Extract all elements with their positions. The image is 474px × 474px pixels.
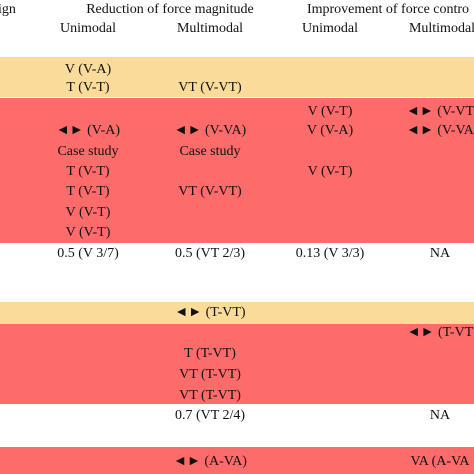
table-cell: T (V-T) xyxy=(66,164,110,179)
table-cell: VT (T-VT) xyxy=(179,367,241,382)
row-band xyxy=(0,302,474,324)
table-cell: ◄► (T-VT xyxy=(406,325,474,340)
table-cell: NA xyxy=(429,408,451,423)
table-cell: T (V-T) xyxy=(66,80,110,95)
table-cell: V (V-A) xyxy=(64,62,112,77)
table-cell: 0.13 (V 3/3) xyxy=(295,246,365,261)
table-cell: V (V-T) xyxy=(65,205,111,220)
row-band xyxy=(0,57,474,97)
column-header: ign xyxy=(0,2,16,17)
table-cell: T (V-T) xyxy=(66,184,110,199)
row-band xyxy=(0,98,474,243)
table-cell: 0.7 (VT 2/4) xyxy=(174,408,246,423)
table-cell: V (V-T) xyxy=(307,104,353,119)
table-cell: NA xyxy=(429,246,451,261)
table-cell: VA (A-VA xyxy=(410,454,470,469)
table-cell: VT (V-VT) xyxy=(178,184,242,199)
table-cell: V (V-T) xyxy=(307,164,353,179)
group-header: Reduction of force magnitude xyxy=(86,2,254,17)
table-cell: ◄► (V-VT xyxy=(405,104,474,119)
subheader: Multimodal xyxy=(176,21,244,36)
table-cell: Case study xyxy=(179,144,241,159)
table-cell: VT (T-VT) xyxy=(179,388,241,403)
table-cell: ◄► (A-VA) xyxy=(173,454,247,469)
table-cell: 0.5 (V 3/7) xyxy=(57,246,119,261)
table-cell: ◄► (T-VT) xyxy=(174,305,246,320)
table-cell: 0.5 (VT 2/3) xyxy=(174,246,246,261)
table-cell: Case study xyxy=(57,144,119,159)
subheader: Multimodal xyxy=(408,21,474,36)
table-cell: ◄► (V-A) xyxy=(55,123,121,138)
table-cell: ◄► (V-VA xyxy=(406,123,474,138)
row-band xyxy=(0,447,474,474)
subheader: Unimodal xyxy=(302,21,358,36)
table-cell: V (V-A) xyxy=(306,123,354,138)
row-band xyxy=(0,324,474,404)
subheader: Unimodal xyxy=(60,21,116,36)
table-cell: ◄► (V-VA) xyxy=(173,123,247,138)
table-cell: V (V-T) xyxy=(65,225,111,240)
group-header: Improvement of force contro xyxy=(306,2,470,17)
table-cell: VT (V-VT) xyxy=(178,80,242,95)
table-cell: T (T-VT) xyxy=(184,346,236,361)
